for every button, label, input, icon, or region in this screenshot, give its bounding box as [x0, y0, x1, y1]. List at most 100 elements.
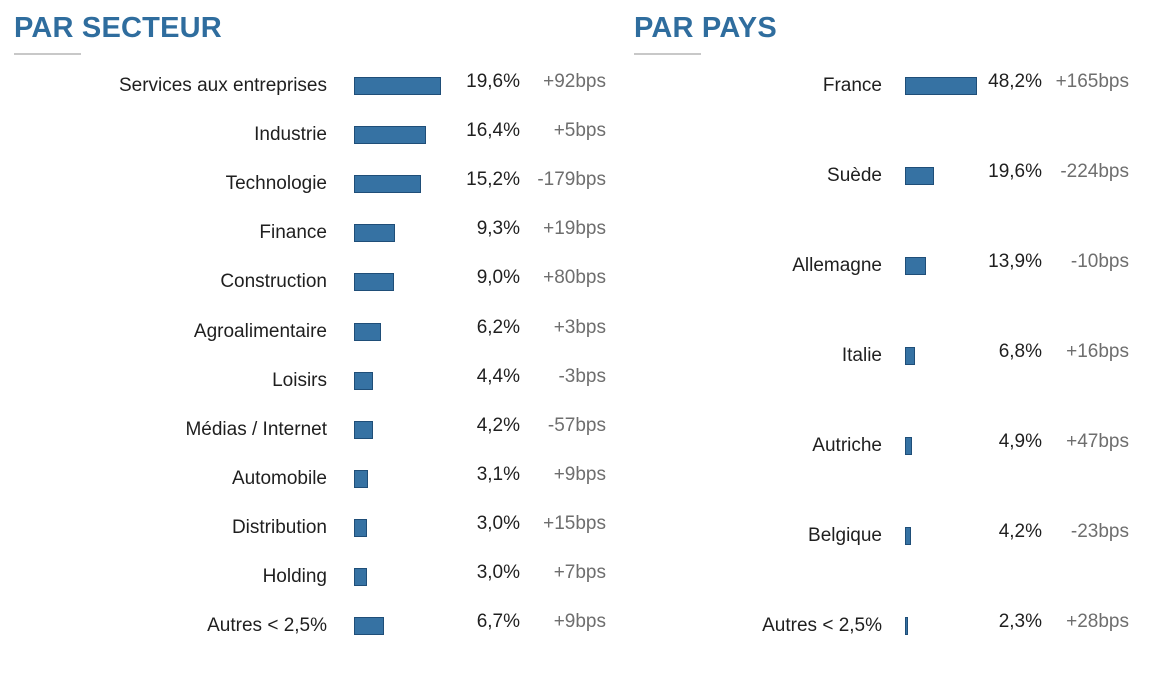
sector-change-label: +3bps — [553, 316, 606, 338]
sector-value-label: 3,0% — [476, 512, 520, 534]
sector-bar — [354, 322, 382, 341]
sector-value-label: 15,2% — [466, 169, 520, 191]
sector-value-label: 4,4% — [476, 365, 520, 387]
country-category-label: Italie — [841, 345, 882, 366]
sector-change-label: -3bps — [558, 365, 606, 387]
sector-value-label: 6,7% — [476, 611, 520, 633]
sector-category-label: Agroalimentaire — [193, 320, 327, 342]
country-bar — [905, 437, 913, 455]
country-bar — [905, 257, 926, 275]
sector-row: Distribution 3,0% +15bps — [0, 513, 620, 543]
sector-row: Agroalimentaire 6,2% +3bps — [0, 317, 620, 347]
sector-bar — [354, 420, 373, 439]
sector-category-label: Loisirs — [272, 369, 327, 391]
sector-change-label: +15bps — [543, 512, 606, 534]
sector-change-label: +9bps — [553, 463, 606, 485]
country-row: Suède 19,6% -224bps — [620, 161, 1150, 191]
sector-bar — [354, 273, 394, 292]
country-bar — [905, 77, 978, 95]
country-bar — [905, 347, 916, 365]
sector-change-label: +7bps — [553, 562, 606, 583]
sector-row: Construction 9,0% +80bps — [0, 267, 620, 297]
country-value-label: 48,2% — [988, 71, 1042, 92]
sector-change-label: +9bps — [553, 611, 606, 633]
country-value-label: 2,3% — [998, 611, 1042, 632]
sector-change-label: +5bps — [553, 120, 606, 142]
sector-bar — [354, 126, 427, 145]
sector-category-label: Finance — [259, 222, 327, 244]
sector-row: Technologie 15,2% -179bps — [0, 169, 620, 199]
country-value-label: 4,2% — [998, 521, 1042, 542]
country-category-label: Allemagne — [792, 255, 882, 276]
sector-bar — [354, 77, 441, 95]
sector-change-label: -57bps — [547, 414, 606, 436]
sector-bar — [354, 518, 368, 537]
sector-bar — [354, 371, 374, 390]
country-change-label: -224bps — [1060, 161, 1129, 182]
country-category-label: Suède — [827, 165, 882, 186]
sector-change-label: +92bps — [543, 71, 606, 92]
sector-panel: PAR SECTEUR Services aux entreprises 19,6… — [0, 12, 620, 641]
country-bar — [905, 527, 912, 545]
country-category-label: Belgique — [808, 525, 882, 546]
sector-change-label: +19bps — [543, 218, 606, 240]
sector-category-label: Industrie — [254, 124, 327, 146]
country-change-label: +16bps — [1066, 341, 1129, 362]
sector-category-label: Médias / Internet — [185, 418, 327, 440]
sector-row: Loisirs 4,4% -3bps — [0, 366, 620, 396]
country-bar — [905, 167, 935, 185]
sector-row: Holding 3,0% +7bps — [0, 562, 620, 592]
sector-bar — [354, 175, 422, 194]
country-category-label: Autriche — [812, 435, 882, 456]
sector-category-label: Automobile — [231, 467, 327, 489]
country-value-label: 19,6% — [988, 161, 1042, 182]
country-change-label: +47bps — [1066, 431, 1129, 452]
sector-value-label: 4,2% — [476, 414, 520, 436]
sector-change-label: -179bps — [537, 169, 606, 191]
sector-row: Industrie 16,4% +5bps — [0, 120, 620, 150]
sector-title-underline — [14, 53, 81, 55]
sector-category-label: Distribution — [231, 516, 327, 538]
country-change-label: -23bps — [1070, 521, 1129, 542]
sector-value-label: 3,1% — [476, 463, 520, 485]
country-row: Belgique 4,2% -23bps — [620, 521, 1150, 551]
sector-bar — [354, 224, 396, 243]
country-value-label: 6,8% — [998, 341, 1042, 362]
sector-value-label: 16,4% — [466, 120, 520, 142]
country-change-label: +165bps — [1055, 71, 1129, 92]
country-value-label: 13,9% — [988, 251, 1042, 272]
country-row: Allemagne 13,9% -10bps — [620, 251, 1150, 281]
country-bar — [905, 617, 909, 635]
sector-change-label: +80bps — [543, 267, 606, 289]
sector-value-label: 19,6% — [466, 71, 520, 92]
sector-row: Finance 9,3% +19bps — [0, 218, 620, 248]
sector-row: Automobile 3,1% +9bps — [0, 464, 620, 494]
country-change-label: -10bps — [1070, 251, 1129, 272]
sector-value-label: 6,2% — [476, 316, 520, 338]
sector-category-label: Autres < 2,5% — [207, 615, 327, 637]
sector-bar — [354, 469, 368, 488]
sector-row: Services aux entreprises 19,6% +92bps — [0, 71, 620, 101]
country-row: Autriche 4,9% +47bps — [620, 431, 1150, 461]
sector-row: Médias / Internet 4,2% -57bps — [0, 415, 620, 445]
country-title-underline — [634, 53, 701, 55]
country-category-label: Autres < 2,5% — [762, 615, 882, 636]
sector-value-label: 9,0% — [476, 267, 520, 289]
sector-category-label: Technologie — [225, 173, 327, 195]
country-title: PAR PAYS — [634, 12, 777, 44]
sector-bar — [354, 617, 384, 636]
sector-row: Autres < 2,5% 6,7% +9bps — [0, 611, 620, 641]
sector-category-label: Services aux entreprises — [118, 75, 327, 96]
country-change-label: +28bps — [1066, 611, 1129, 632]
sector-category-label: Holding — [262, 566, 327, 587]
country-category-label: France — [822, 75, 882, 96]
sector-bar — [354, 568, 368, 586]
country-row: Autres < 2,5% 2,3% +28bps — [620, 611, 1150, 641]
country-value-label: 4,9% — [998, 431, 1042, 452]
sector-value-label: 3,0% — [476, 562, 520, 583]
country-panel: PAR PAYS France 48,2% +165bps Suède 19,6% -22… — [620, 0, 1150, 695]
sector-title: PAR SECTEUR — [14, 12, 222, 44]
sector-value-label: 9,3% — [476, 218, 520, 240]
country-row: France 48,2% +165bps — [620, 71, 1150, 101]
sector-category-label: Construction — [220, 271, 327, 293]
